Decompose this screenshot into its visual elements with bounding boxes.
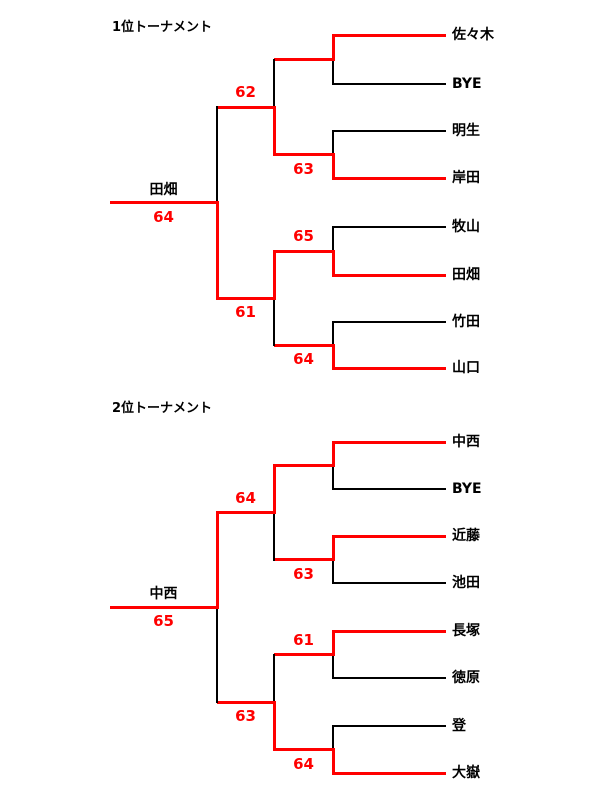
connector-winner-side: [272, 464, 276, 514]
player-line: [333, 130, 446, 132]
connector-winner-side: [331, 534, 335, 561]
player-line: [333, 771, 446, 775]
connector-winner-side: [215, 511, 219, 609]
player-line: [333, 440, 446, 444]
player-line: [333, 366, 446, 370]
connector-loser-side: [273, 653, 275, 703]
player-name: 佐々木: [452, 27, 494, 43]
connector-loser-side: [273, 58, 275, 108]
match-score: 63: [235, 707, 256, 725]
player-line: [333, 176, 446, 180]
connector-loser-side: [332, 725, 334, 751]
champion-name: 田畑: [149, 181, 178, 198]
connector-winner-side: [331, 343, 335, 370]
bracket-2-title: 2位トーナメント: [112, 401, 213, 416]
player-name: 近藤: [452, 528, 480, 544]
semifinal-winner-line: [217, 105, 274, 109]
round1-winner-line: [274, 249, 333, 253]
connector-loser-side: [273, 297, 275, 346]
connector-winner-side: [331, 249, 335, 277]
semifinal-winner-line: [217, 700, 274, 704]
player-name: 長塚: [452, 623, 480, 639]
player-name: 中西: [452, 434, 480, 450]
player-line: [333, 321, 446, 323]
connector-loser-side: [332, 130, 334, 156]
round1-winner-line: [274, 58, 333, 61]
match-score: 64: [293, 754, 314, 773]
match-score: 62: [235, 83, 256, 101]
connector-winner-side: [331, 748, 335, 775]
player-name: 徳原: [452, 670, 480, 686]
connector-loser-side: [332, 558, 334, 584]
round1-winner-line: [274, 748, 333, 751]
player-name: 池田: [452, 575, 480, 591]
player-line: [333, 725, 446, 727]
player-name: 大嶽: [452, 765, 480, 781]
connector-winner-side: [331, 153, 335, 180]
round1-winner-line: [274, 464, 333, 467]
semifinal-winner-line: [217, 296, 274, 300]
player-line: [333, 273, 446, 277]
connector-loser-side: [332, 321, 334, 346]
player-name: 岸田: [452, 170, 480, 186]
player-name: 登: [452, 718, 466, 734]
connector-loser-side: [273, 511, 275, 561]
player-line: [333, 488, 446, 490]
player-line: [333, 677, 446, 679]
connector-winner-side: [331, 33, 335, 61]
player-name: 明生: [452, 123, 480, 139]
connector-winner-side: [331, 629, 335, 656]
match-score: 65: [293, 227, 314, 245]
player-name: 竹田: [452, 314, 480, 330]
connector-loser-side: [332, 58, 334, 85]
player-line: [333, 33, 446, 37]
player-name: 田畑: [452, 267, 480, 283]
connector-loser-side: [216, 106, 218, 204]
connector-loser-side: [216, 606, 218, 703]
player-line: [333, 534, 446, 538]
match-score: 61: [235, 303, 256, 321]
champion-line: [110, 605, 217, 609]
connector-winner-side: [331, 440, 335, 467]
player-line: [333, 629, 446, 633]
connector-loser-side: [332, 464, 334, 490]
player-name: 山口: [452, 360, 480, 376]
match-score: 63: [293, 159, 314, 178]
match-score: 61: [293, 630, 314, 649]
round1-winner-line: [274, 653, 333, 656]
connector-loser-side: [332, 653, 334, 679]
player-line: [333, 226, 446, 228]
match-score: 63: [293, 564, 314, 583]
round1-winner-line: [274, 558, 333, 561]
match-score: 64: [293, 350, 314, 368]
champion-line: [110, 201, 217, 204]
connector-winner-side: [272, 700, 276, 751]
champion-score: 64: [153, 207, 174, 226]
connector-winner-side: [272, 249, 276, 300]
champion-score: 65: [153, 612, 174, 631]
semifinal-winner-line: [217, 511, 274, 514]
connector-loser-side: [332, 226, 334, 252]
connector-winner-side: [272, 105, 276, 156]
round1-winner-line: [274, 153, 333, 156]
connector-winner-side: [215, 201, 219, 300]
player-name: 牧山: [452, 219, 480, 235]
round1-winner-line: [274, 343, 333, 347]
player-line: [333, 582, 446, 584]
player-name: BYE: [452, 481, 482, 497]
champion-name: 中西: [149, 586, 178, 603]
match-score: 64: [235, 488, 256, 507]
player-name: BYE: [452, 76, 482, 92]
bracket-1-title: 1位トーナメント: [112, 20, 213, 35]
player-line: [333, 83, 446, 85]
